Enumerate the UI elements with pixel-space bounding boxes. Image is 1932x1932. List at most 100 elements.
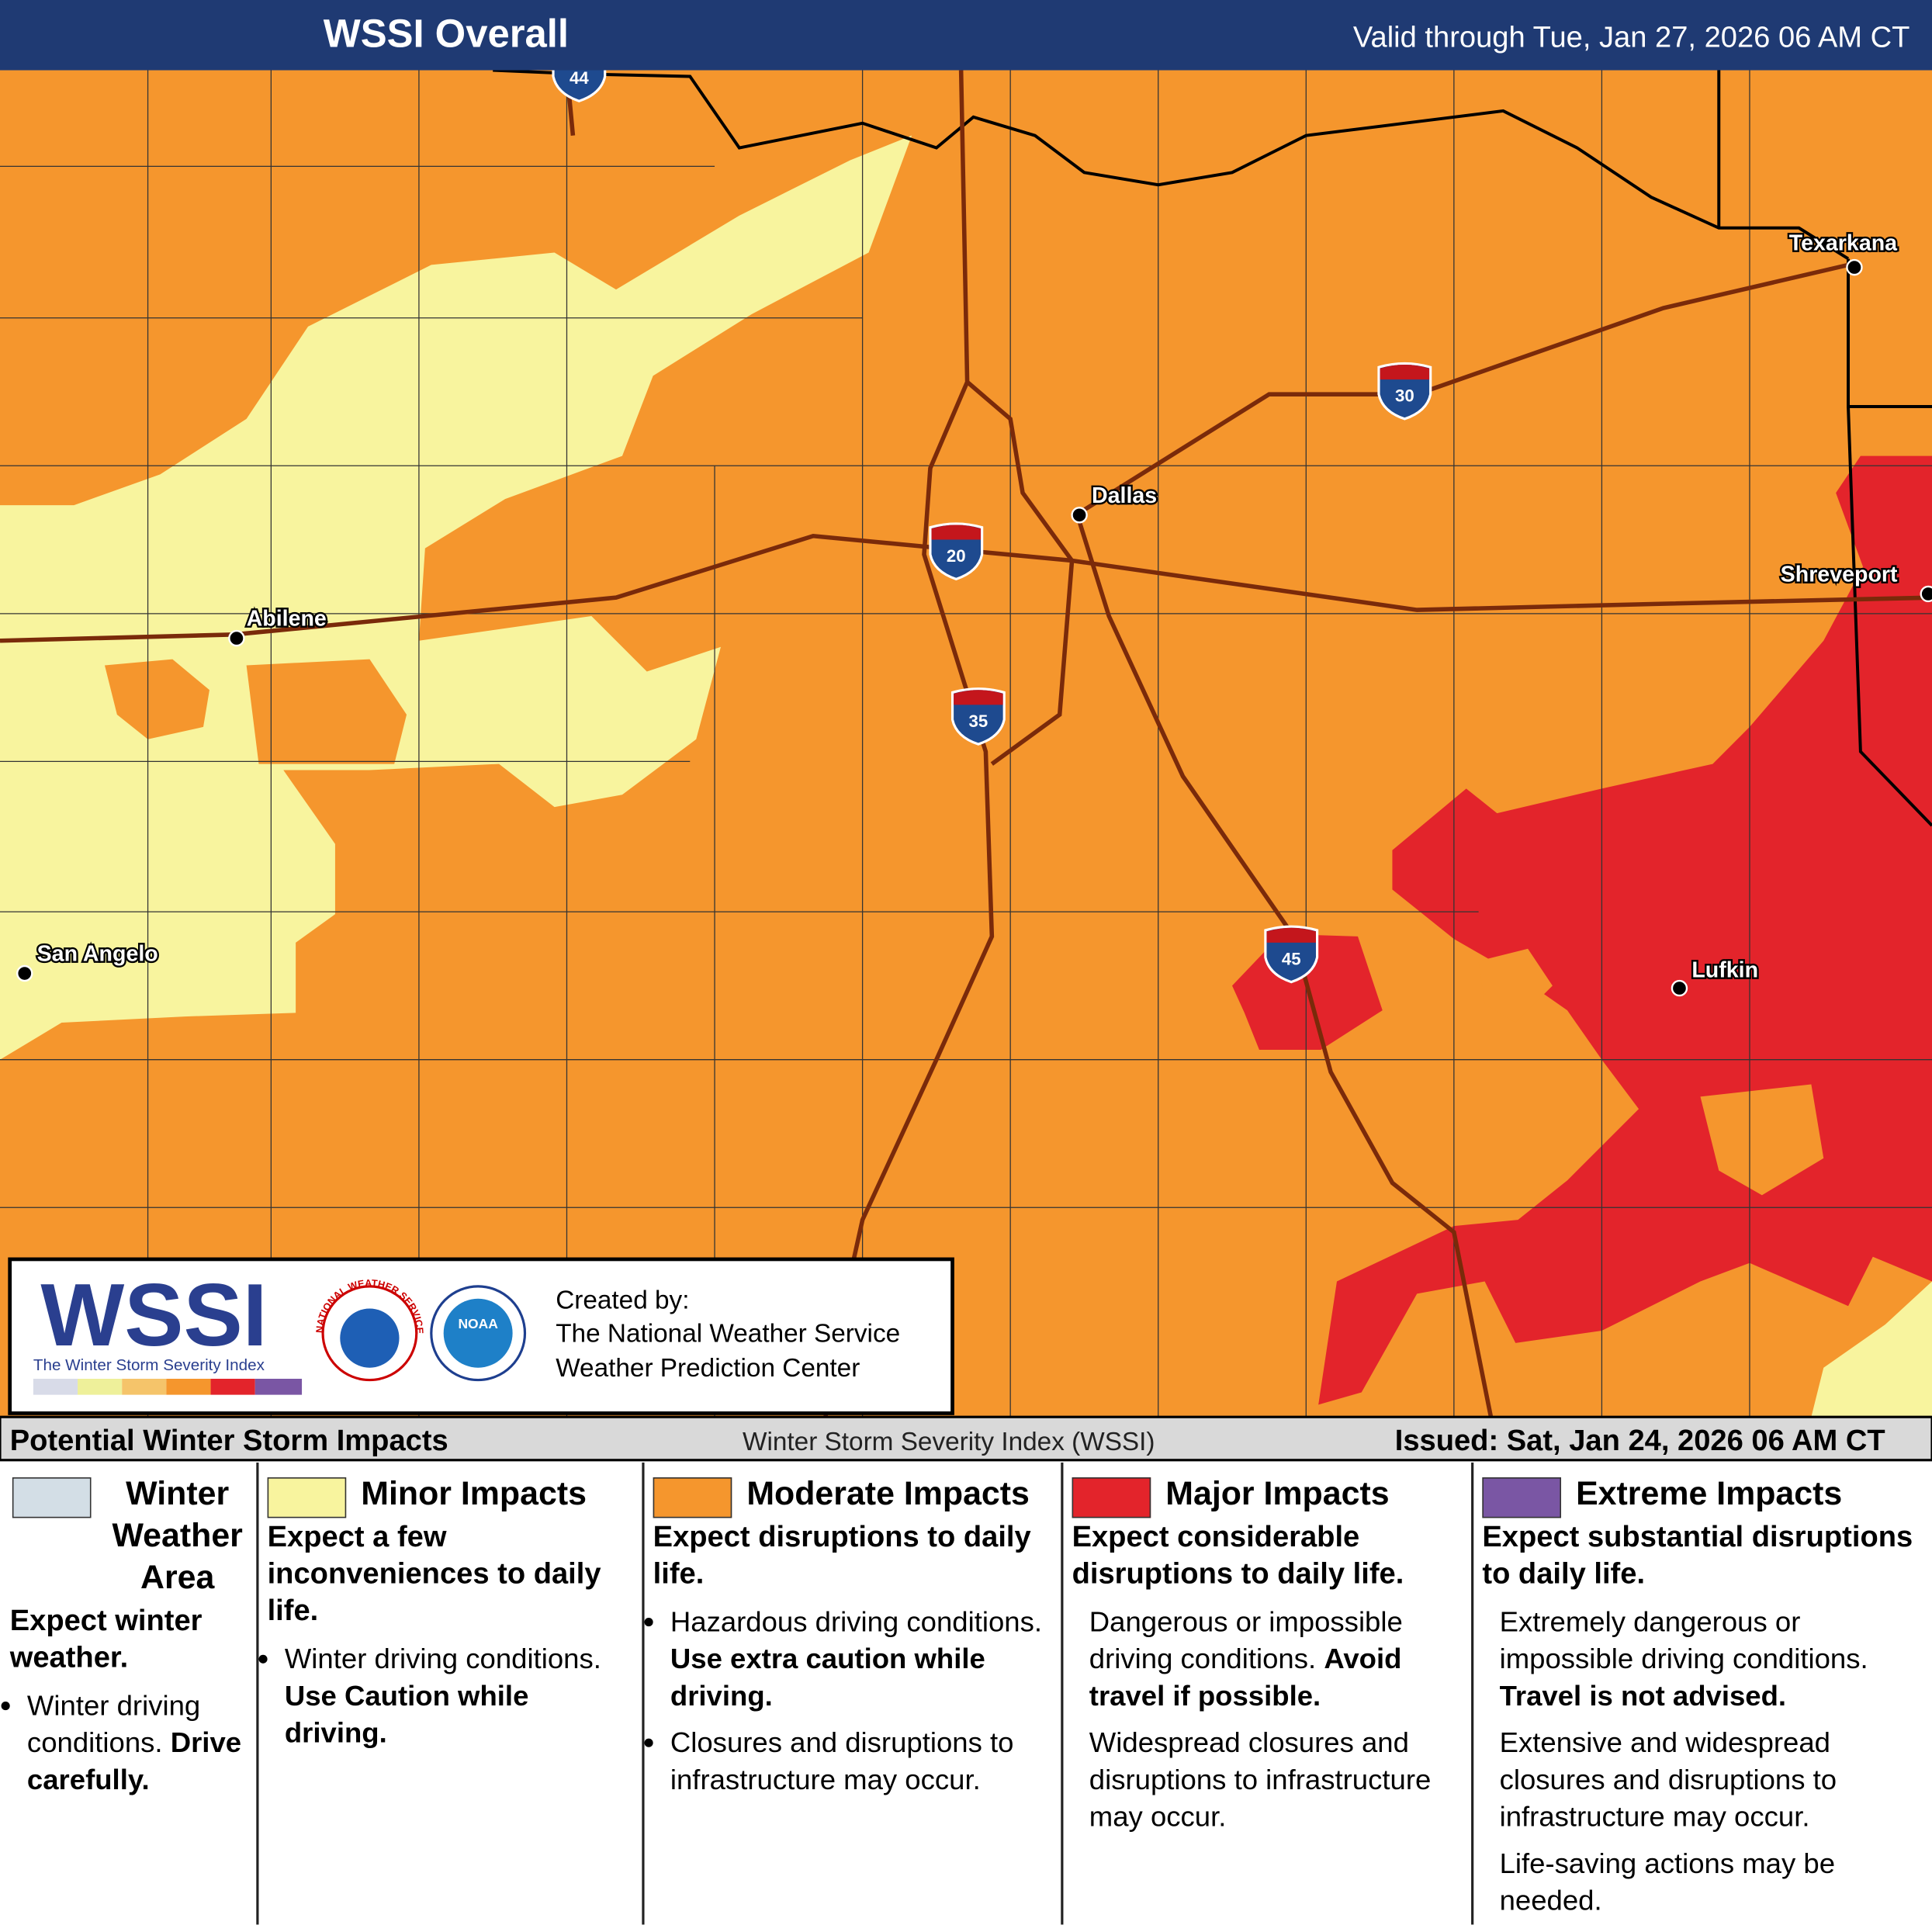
- cities: Texarkana Dallas Shreveport Abilene San Ange…: [16, 229, 1932, 997]
- map-area: Texarkana Dallas Shreveport Abilene San Ange…: [0, 68, 1932, 1418]
- legend-detail: Dangerous or impossible driving conditio…: [1089, 1603, 1459, 1714]
- shield-top: [931, 525, 982, 540]
- column-separator: [642, 1462, 645, 1925]
- column-separator: [256, 1462, 259, 1925]
- city-label: Shreveport: [1781, 563, 1898, 587]
- city-label: Lufkin: [1691, 957, 1758, 982]
- legend-details: Winter driving conditions. Use Caution w…: [268, 1640, 630, 1751]
- minor-area: [1811, 1281, 1932, 1418]
- legend-swatch: [1482, 1477, 1562, 1518]
- city-label: San Angelo: [37, 942, 158, 967]
- legend-swatch: [267, 1477, 347, 1518]
- city-dot: [16, 964, 33, 982]
- shield-top: [954, 690, 1003, 705]
- legend-detail: Hazardous driving conditions. Use extra …: [670, 1603, 1052, 1714]
- shield-label: 35: [969, 712, 989, 731]
- legend-column: Extreme Impacts Expect substantial disrup…: [1477, 1466, 1932, 1929]
- shield-label: 20: [947, 546, 966, 566]
- legend-column: Winter Weather Area Expect winter weather…: [5, 1466, 251, 1808]
- city-dot: [1846, 258, 1863, 276]
- detail-text: Closures and disruptions to infrastructu…: [670, 1726, 1014, 1795]
- shield: 20: [929, 522, 984, 581]
- legend-issued: Issued: Sat, Jan 24, 2026 06 AM CT: [1395, 1425, 1885, 1457]
- detail-text: Hazardous driving conditions.: [670, 1605, 1043, 1638]
- legend-title: Potential Winter Storm Impacts: [10, 1425, 448, 1457]
- legend-details: Hazardous driving conditions. Use extra …: [653, 1603, 1053, 1798]
- city-label: Texarkana: [1789, 230, 1898, 255]
- legend-swatch: [1072, 1477, 1151, 1518]
- detail-emphasis: Travel is not advised.: [1499, 1679, 1787, 1712]
- moderate-pocket: [104, 659, 407, 764]
- city-label: Abilene: [247, 607, 327, 632]
- shield: 35: [950, 687, 1006, 746]
- detail-text: Dangerous or impossible driving conditio…: [1089, 1605, 1403, 1675]
- moderate-pocket: [1478, 948, 1824, 1196]
- created-org: The National Weather Service: [556, 1319, 900, 1348]
- legend-detail: Life-saving actions may be needed.: [1500, 1844, 1927, 1918]
- noaa-logo-text: NOAA: [458, 1316, 498, 1331]
- detail-emphasis: Avoid travel if possible.: [1089, 1642, 1402, 1712]
- legend-column: Minor Impacts Expect a few inconveniences…: [262, 1466, 635, 1761]
- legend-detail: Extensive and widespread closures and di…: [1500, 1724, 1927, 1835]
- shield-label: 30: [1395, 386, 1414, 406]
- detail-text: Extremely dangerous or impossible drivin…: [1499, 1605, 1868, 1675]
- legend-index: Winter Storm Severity Index (WSSI): [743, 1428, 1155, 1456]
- legend-swatch: [653, 1477, 732, 1518]
- shield-top: [1266, 927, 1316, 943]
- legend-summary: Expect substantial disruptions to daily …: [1482, 1520, 1913, 1591]
- legend-column: Major Impacts Expect considerable disrupt…: [1067, 1466, 1463, 1845]
- header-bar: [0, 0, 1932, 71]
- header-valid: Valid through Tue, Jan 27, 2026 06 AM CT: [1353, 21, 1909, 54]
- shield-top: [1380, 365, 1430, 380]
- county-lines: [0, 70, 1932, 1418]
- legend-name: Major Impacts: [1165, 1474, 1390, 1512]
- minor-area: [0, 135, 912, 1060]
- logo-strip: [33, 1378, 303, 1395]
- detail-text: Winter driving conditions.: [284, 1642, 601, 1675]
- column-separator: [1471, 1462, 1474, 1925]
- created-org: Weather Prediction Center: [556, 1354, 860, 1383]
- shield-label: 44: [570, 68, 589, 88]
- detail-emphasis: Use extra caution while driving.: [670, 1642, 985, 1712]
- shield: 44: [552, 68, 607, 102]
- column-separator: [1061, 1462, 1064, 1925]
- legend-summary: Expect considerable disruptions to daily…: [1072, 1520, 1404, 1591]
- legend-summary: Expect winter weather.: [9, 1604, 203, 1675]
- shield-label: 45: [1282, 949, 1301, 968]
- detail-text: Life-saving actions may be needed.: [1499, 1847, 1836, 1916]
- legend-detail: Winter driving conditions. Drive careful…: [27, 1687, 247, 1798]
- wssi-logo: WSSI: [40, 1266, 267, 1365]
- detail-emphasis: Drive carefully.: [26, 1726, 242, 1795]
- detail-text: Extensive and widespread closures and di…: [1499, 1726, 1837, 1833]
- legend-details: Extremely dangerous or impossible drivin…: [1482, 1603, 1927, 1919]
- detail-text: Widespread closures and disruptions to i…: [1089, 1726, 1432, 1833]
- legend-column: Moderate Impacts Expect disruptions to da…: [648, 1466, 1057, 1808]
- nws-logo-center: [340, 1308, 400, 1368]
- city-dot: [228, 629, 245, 647]
- legend-detail: Extremely dangerous or impossible drivin…: [1500, 1603, 1927, 1714]
- legend-swatch: [12, 1477, 92, 1518]
- header-title: WSSI Overall: [324, 11, 569, 55]
- legend-detail: Winter driving conditions. Use Caution w…: [285, 1640, 630, 1751]
- legend-name: Minor Impacts: [361, 1474, 587, 1512]
- legend-details: Winter driving conditions. Drive careful…: [10, 1687, 247, 1798]
- shields: 44 30 20 35 45: [552, 68, 1432, 984]
- city-dot: [1071, 507, 1088, 524]
- legend-details: Dangerous or impossible driving conditio…: [1072, 1603, 1459, 1835]
- city-dot: [1920, 585, 1932, 603]
- state-borders: [493, 70, 1932, 827]
- detail-emphasis: Use Caution while driving.: [284, 1679, 529, 1749]
- legend-detail: Widespread closures and disruptions to i…: [1089, 1724, 1459, 1835]
- legend-name: Moderate Impacts: [746, 1474, 1030, 1512]
- noaa-logo-center: [443, 1298, 513, 1368]
- legend-bar: [0, 1415, 1932, 1462]
- legend-summary: Expect a few inconveniences to daily lif…: [267, 1520, 601, 1628]
- legend-detail: Closures and disruptions to infrastructu…: [670, 1724, 1052, 1798]
- wssi-logo-subtitle: The Winter Storm Severity Index: [33, 1356, 265, 1374]
- shield: 30: [1377, 362, 1432, 421]
- legend-name: Winter Weather Area: [112, 1474, 243, 1596]
- legend-name: Extreme Impacts: [1576, 1474, 1843, 1512]
